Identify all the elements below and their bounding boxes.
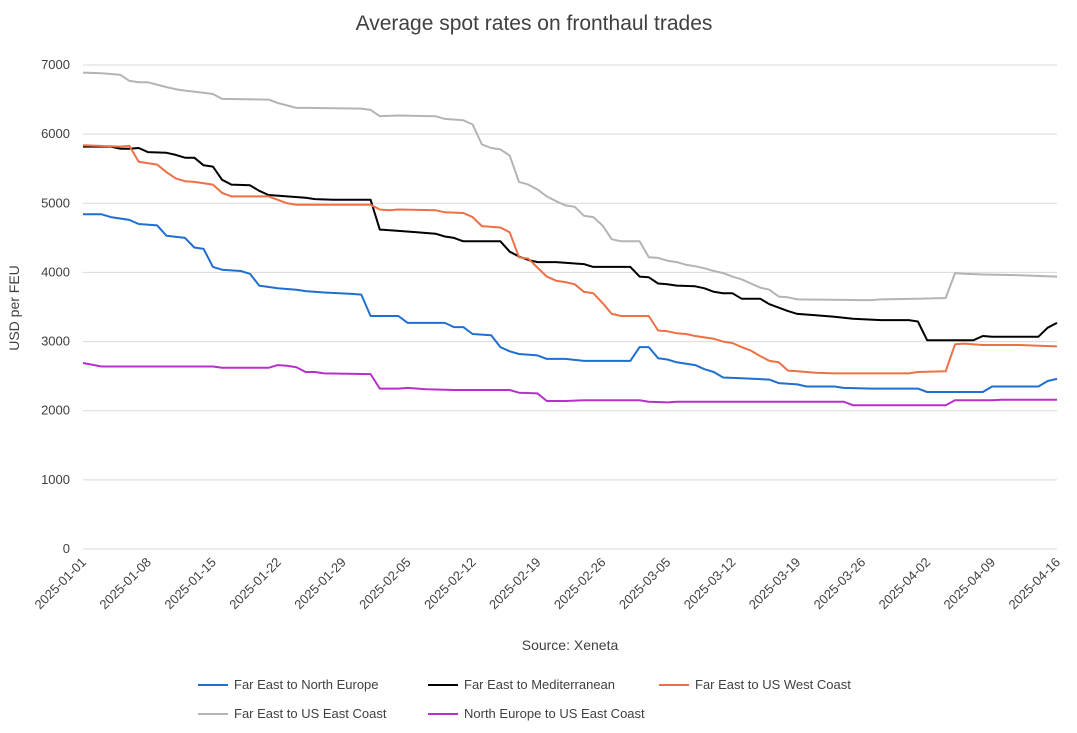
x-tick-2025-01-01: 2025-01-01 — [31, 555, 89, 613]
series-lines — [82, 71, 1058, 407]
x-tick-2025-01-29: 2025-01-29 — [291, 555, 349, 613]
x-tick-2025-02-19: 2025-02-19 — [486, 555, 544, 613]
y-tick-6000: 6000 — [41, 126, 70, 141]
y-tick-2000: 2000 — [41, 403, 70, 418]
series-line-4 — [82, 71, 1058, 302]
y-tick-3000: 3000 — [41, 334, 70, 349]
x-tick-2025-01-22: 2025-01-22 — [226, 555, 284, 613]
legend-label-5: North Europe to US East Coast — [464, 706, 645, 721]
y-tick-labels: 0 1000 2000 3000 4000 5000 6000 7000 — [41, 57, 70, 556]
y-axis-title: USD per FEU — [6, 265, 22, 351]
legend-label-3: Far East to US West Coast — [695, 677, 851, 692]
series-line-1 — [83, 213, 1058, 393]
series-line-2 — [83, 145, 1058, 342]
series-line-3 — [82, 144, 1058, 375]
chart-title: Average spot rates on fronthaul trades — [356, 12, 713, 35]
y-tick-4000: 4000 — [41, 264, 70, 279]
x-tick-2025-04-02: 2025-04-02 — [876, 555, 934, 613]
x-tick-2025-01-15: 2025-01-15 — [161, 555, 219, 613]
x-tick-2025-01-08: 2025-01-08 — [96, 555, 154, 613]
y-tick-1000: 1000 — [41, 472, 70, 487]
y-tick-5000: 5000 — [41, 195, 70, 210]
x-tick-labels: 2025-01-01 2025-01-08 2025-01-15 2025-01-22… — [31, 555, 1063, 613]
x-tick-2025-02-26: 2025-02-26 — [551, 555, 609, 613]
legend-label-4: Far East to US East Coast — [234, 706, 387, 721]
legend-label-2: Far East to Mediterranean — [464, 677, 615, 692]
x-tick-2025-02-12: 2025-02-12 — [421, 555, 479, 613]
x-tick-2025-03-05: 2025-03-05 — [616, 555, 674, 613]
legend-label-1: Far East to North Europe — [234, 677, 379, 692]
x-tick-2025-03-12: 2025-03-12 — [681, 555, 739, 613]
legend: Far East to North Europe Far East to Medi… — [198, 677, 851, 721]
x-tick-2025-04-09: 2025-04-09 — [941, 555, 999, 613]
x-axis-title: Source: Xeneta — [522, 637, 619, 653]
y-tick-0: 0 — [63, 541, 70, 556]
series-line-5 — [82, 362, 1057, 407]
x-tick-2025-04-16: 2025-04-16 — [1005, 555, 1063, 613]
x-tick-2025-03-26: 2025-03-26 — [811, 555, 869, 613]
x-tick-2025-02-05: 2025-02-05 — [356, 555, 414, 613]
x-tick-2025-03-19: 2025-03-19 — [746, 555, 804, 613]
y-tick-7000: 7000 — [41, 57, 70, 72]
gridlines — [83, 64, 1057, 550]
